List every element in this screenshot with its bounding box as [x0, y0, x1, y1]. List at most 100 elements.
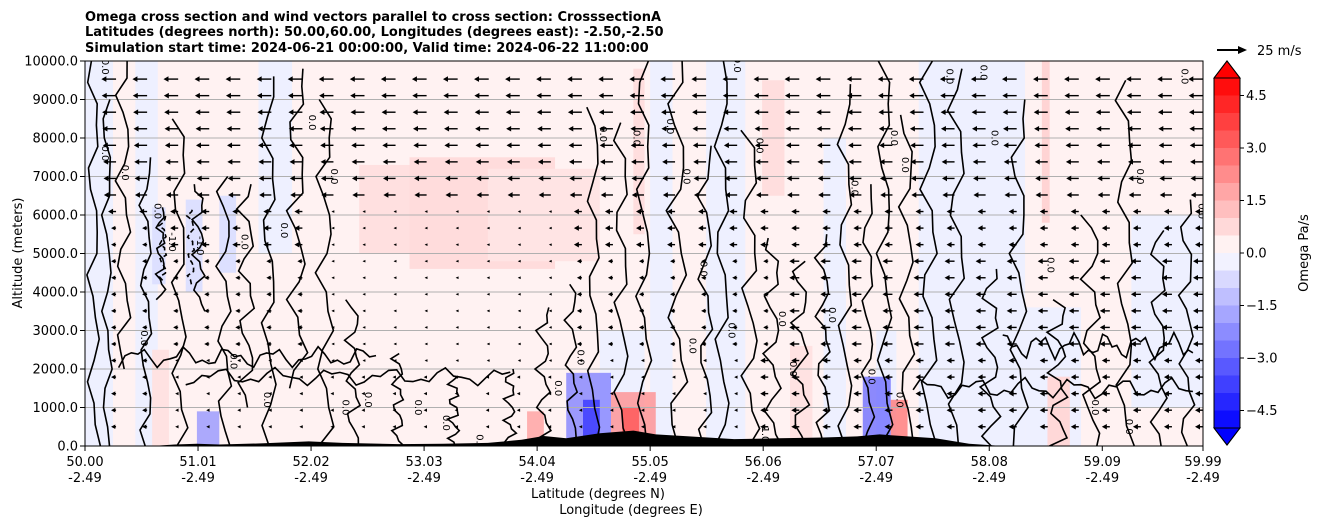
colorbar-tick-label: 3.0	[1246, 142, 1267, 157]
wind-vector-head	[692, 125, 698, 132]
wind-vector-head	[393, 259, 397, 263]
wind-vector-head	[946, 423, 952, 430]
wind-vector-head	[266, 341, 271, 347]
wind-vector-head	[940, 92, 946, 99]
wind-vector-head	[111, 225, 116, 231]
wind-vector-head	[266, 292, 271, 297]
wind-vector-head	[297, 258, 302, 264]
wind-vector-head	[972, 142, 978, 149]
wind-vector-head	[913, 324, 919, 331]
wind-vector-head	[1068, 291, 1074, 298]
wind-vector-head	[320, 175, 326, 182]
wind-vector-head	[164, 125, 170, 132]
wind-vector-head	[609, 408, 614, 412]
wind-vector-head	[1157, 109, 1163, 116]
wind-vector-head	[173, 325, 178, 330]
wind-vector-head	[760, 225, 766, 231]
wind-vector-head	[175, 375, 179, 379]
contour-label: 0.0	[99, 59, 110, 75]
contour-label: 0.0	[99, 145, 110, 161]
wind-vector-head	[1003, 125, 1009, 132]
wind-vector-head	[299, 375, 303, 379]
wind-vector-head	[1101, 208, 1107, 215]
wind-vector-head	[80, 292, 84, 297]
wind-vector-head	[882, 291, 888, 298]
colorbar-extend-min	[1212, 427, 1242, 446]
y-tick-label: 4000.0	[33, 286, 79, 301]
contour-label: 0.0	[826, 307, 837, 323]
wind-vector-head	[331, 210, 335, 213]
contour-line	[860, 184, 876, 446]
wind-vector-head	[266, 275, 271, 281]
contour-label: 1.0	[759, 426, 770, 442]
contour-label: 0.0	[865, 369, 876, 385]
wind-vector-head	[485, 425, 490, 429]
wind-vector-head	[71, 109, 76, 115]
wind-vector-head	[381, 109, 387, 116]
wind-vector-head	[1008, 423, 1014, 430]
wind-vector-head	[879, 142, 885, 149]
wind-vector-head	[1035, 175, 1041, 182]
wind-vector-head	[763, 308, 768, 314]
wind-vector-head	[1195, 407, 1200, 413]
contour-label: 0.0	[239, 234, 250, 250]
wind-vector-head	[1128, 175, 1134, 182]
wind-vector-head	[882, 341, 888, 347]
wind-vector-head	[853, 423, 859, 430]
wind-vector-head	[1037, 258, 1043, 264]
wind-vector-head	[455, 259, 459, 263]
wind-vector-head	[789, 291, 795, 298]
wind-vector-head	[703, 391, 707, 396]
contour-line	[918, 61, 938, 446]
wind-vector-head	[227, 142, 233, 149]
wind-vector-head	[80, 342, 84, 347]
wind-vector-head	[849, 192, 855, 198]
wind-vector-head	[536, 76, 542, 82]
wind-vector-head	[851, 308, 857, 314]
wind-vector-head	[631, 192, 637, 198]
wind-vector-head	[80, 259, 84, 264]
wind-vector-head	[194, 92, 200, 99]
wind-vector-head	[576, 258, 582, 264]
wind-vector-head	[80, 275, 84, 280]
wind-vector-head	[755, 175, 761, 182]
wind-vector-head	[382, 142, 388, 149]
contour-line	[665, 61, 689, 446]
contour-line	[946, 68, 966, 446]
wind-vector-head	[1161, 274, 1167, 281]
wind-vector-head	[661, 142, 667, 149]
wind-vector-head	[1008, 241, 1014, 248]
wind-vector-head	[235, 292, 240, 297]
wind-vector-head	[142, 242, 147, 247]
colorbar-tick-label: 4.5	[1246, 89, 1267, 104]
wind-vector-head	[1068, 258, 1074, 264]
wind-vector-head	[847, 125, 853, 132]
wind-vector-head	[791, 374, 797, 380]
wind-vector-head	[939, 76, 945, 82]
wind-vector-head	[330, 391, 334, 396]
wind-vector-head	[486, 226, 490, 230]
contour-line	[138, 157, 153, 446]
wind-vector-head	[636, 208, 641, 215]
wind-vector-head	[670, 341, 675, 347]
contour-line	[897, 114, 916, 446]
wind-vector-head	[1132, 390, 1138, 397]
wind-vector-head	[142, 225, 147, 231]
wind-vector-head	[604, 225, 610, 231]
wind-vector-head	[237, 391, 241, 396]
wind-vector-head	[227, 159, 233, 165]
contour-line	[154, 207, 167, 301]
wind-vector-head	[444, 159, 450, 165]
wind-vector-head	[111, 242, 116, 247]
wind-vector-head	[578, 358, 583, 363]
colorbar-segment	[1214, 340, 1240, 358]
contour-line	[586, 106, 601, 446]
wind-vector-head	[170, 241, 176, 248]
wind-vector-head	[879, 175, 885, 182]
wind-vector-head	[913, 291, 919, 298]
wind-vector-head	[1132, 423, 1138, 430]
wind-vector-head	[351, 159, 357, 165]
wind-vector-head	[853, 208, 859, 215]
wind-vector-head	[607, 325, 613, 330]
wind-vector-head	[537, 142, 543, 149]
